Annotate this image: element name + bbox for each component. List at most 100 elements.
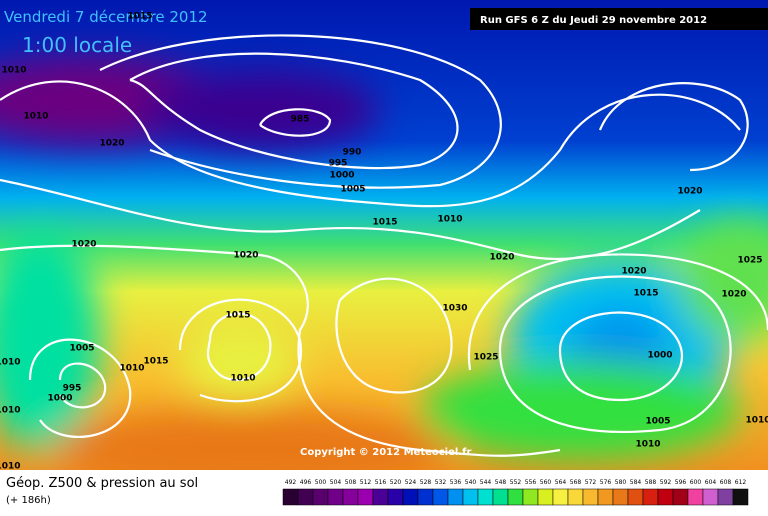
legend-label: 576 [600,479,612,486]
legend-swatch [582,488,599,506]
legend-swatch [402,488,419,506]
legend-label: 520 [390,479,402,486]
legend-swatch [372,488,389,506]
legend-label: 544 [480,479,492,486]
legend-swatch [732,488,749,506]
legend-label: 596 [675,479,687,486]
legend-swatch [327,488,344,506]
isobar-label: 1020 [489,253,514,263]
isobar-label: 1010 [119,364,144,374]
legend-swatch [672,488,689,506]
local-time: 1:00 locale [22,33,132,57]
isobar-label: 1010 [0,462,21,472]
legend-label: 528 [420,479,432,486]
legend-swatch [417,488,434,506]
legend-swatch [597,488,614,506]
legend-swatch [642,488,659,506]
legend-swatch [552,488,569,506]
legend-swatch [627,488,644,506]
legend-swatch [492,488,509,506]
isobar-label: 985 [291,115,310,125]
isobar-label: 1005 [69,344,94,354]
isobar-label: 1020 [721,290,746,300]
run-box [470,8,768,30]
legend-label: 560 [540,479,552,486]
legend-swatch [432,488,449,506]
legend-label: 524 [405,479,417,486]
legend-swatch [507,488,524,506]
legend-label: 512 [360,479,372,486]
isobar-label: 1005 [645,417,670,427]
legend-label: 536 [450,479,462,486]
legend-swatch [567,488,584,506]
legend-label: 492 [285,479,297,486]
isobar-label: 1000 [47,394,72,404]
legend-swatch [477,488,494,506]
legend-swatch [447,488,464,506]
legend-swatch [522,488,539,506]
isobar-label: 1015 [127,12,152,22]
legend-label: 604 [705,479,717,486]
isobar-label: 1010 [0,406,21,416]
isobar-label: 990 [343,148,362,158]
footer-lead: (+ 186h) [6,495,51,506]
legend-label: 580 [615,479,627,486]
legend-swatch [297,488,314,506]
legend-label: 504 [330,479,342,486]
color-legend: 492 496 500 504 508 512 516 520 524 528 532 536 540 5… [282,479,749,506]
isobar-label: 1010 [0,358,21,368]
isobar-label: 995 [63,384,82,394]
legend-label: 612 [735,479,747,486]
legend-swatch [537,488,554,506]
legend-label: 540 [465,479,477,486]
isobar-label: 1015 [225,311,250,321]
isobar-label: 1010 [437,215,462,225]
isobar-label: 1025 [737,256,762,266]
legend-label: 572 [585,479,597,486]
isobar-label: 1010 [1,66,26,76]
isobar-label: 1020 [99,139,124,149]
legend-swatch [342,488,359,506]
isobar-label: 1010 [635,440,660,450]
isobar-label: 1015 [143,357,168,367]
isobar-label: 1030 [442,304,467,314]
legend-swatch [282,488,299,506]
legend-swatch [312,488,329,506]
isobars [0,34,768,457]
legend-label: 496 [300,479,312,486]
legend-swatch [387,488,404,506]
isobar-label: 1010 [23,112,48,122]
isobar-label: 1015 [372,218,397,228]
legend-swatch [612,488,629,506]
legend-label: 552 [510,479,522,486]
legend-label: 532 [435,479,447,486]
date: Vendredi 7 décembre 2012 [4,8,208,26]
isobar-label: 1010 [230,374,255,384]
legend-swatch [462,488,479,506]
legend-swatch [702,488,719,506]
run-info: Run GFS 6 Z du Jeudi 29 novembre 2012 [480,15,707,26]
legend-label: 608 [720,479,732,486]
footer-title: Géop. Z500 & pression au sol [6,476,198,491]
legend-swatch [687,488,704,506]
legend-label: 584 [630,479,642,486]
isobar-label: 1000 [647,351,672,361]
isobar-label: 1025 [473,353,498,363]
legend-swatch [717,488,734,506]
legend-swatch [357,488,374,506]
legend-label: 568 [570,479,582,486]
legend-label: 516 [375,479,387,486]
isobar-label: 1000 [329,171,354,181]
legend-label: 588 [645,479,657,486]
isobar-label: 1010 [745,416,768,426]
legend-label: 508 [345,479,357,486]
legend-swatch [657,488,674,506]
legend-label: 500 [315,479,327,486]
legend-label: 548 [495,479,507,486]
isobar-label: 1020 [621,267,646,277]
isobar-label: 1020 [233,251,258,261]
legend-label: 564 [555,479,567,486]
isobar-label: 1020 [71,240,96,250]
